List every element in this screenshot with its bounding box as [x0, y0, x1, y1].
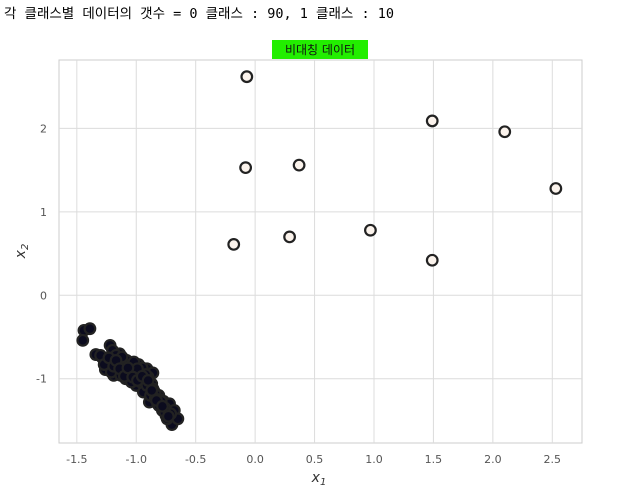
y-tick-label: -1: [36, 373, 47, 386]
class-1-point: [240, 70, 254, 84]
x-tick-label: 1.0: [365, 453, 383, 466]
class-1-point: [283, 230, 296, 244]
y-tick-label: 0: [40, 289, 47, 302]
y-tick-label: 2: [40, 122, 47, 135]
title-highlight: [272, 40, 368, 59]
class-count-printout: 각 클래스별 데이터의 갯수 = 0 클래스 : 90, 1 클래스 : 10: [4, 6, 394, 22]
class-0-point: [76, 333, 90, 347]
grid-lines: [59, 60, 582, 443]
class-1-point: [292, 158, 306, 172]
class-1-point: [425, 253, 439, 267]
x-tick-label: 1.5: [425, 453, 443, 466]
x-tick-label: 2.0: [484, 453, 502, 466]
x-tick-label: 2.5: [544, 453, 562, 466]
class-0-point: [156, 399, 169, 413]
x-axis-label: x1: [311, 470, 327, 488]
x-tick-labels: -1.5 -1.0 -0.5 0.0 0.5 1.0 1.5 2.0 2.5: [66, 453, 561, 466]
x-tick-label: 0.5: [306, 453, 324, 466]
class-1-point: [364, 223, 377, 237]
y-axis-label: x2: [13, 244, 31, 260]
x-tick-label: -0.5: [185, 453, 206, 466]
x-tick-label: 0.0: [246, 453, 264, 466]
class-1-point: [425, 114, 439, 128]
class-0-point: [161, 409, 175, 423]
chart-title: 비대칭 데이터: [285, 43, 355, 57]
x-tick-label: -1.0: [126, 453, 147, 466]
class-0-point: [83, 322, 97, 336]
data-points: [76, 70, 563, 432]
class-1-point: [239, 161, 253, 175]
class-1-point: [227, 238, 241, 251]
class-1-point: [549, 182, 563, 195]
x-tick-label: -1.5: [66, 453, 87, 466]
class-0-point: [145, 384, 159, 397]
y-tick-labels: -1 0 1 2: [36, 122, 47, 385]
y-tick-label: 1: [40, 206, 47, 219]
class-1-point: [498, 125, 512, 139]
